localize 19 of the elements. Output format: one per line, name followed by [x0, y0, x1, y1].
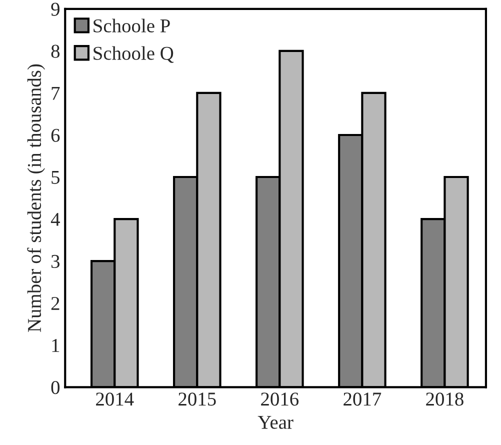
y-tick-label: 5: [52, 171, 60, 184]
y-tick-label: 8: [51, 44, 60, 58]
legend-label: Schoole Q: [94, 46, 174, 63]
y-tick-label: 7: [52, 86, 60, 100]
y-tick-label: 0: [51, 380, 60, 394]
x-tick-label: 2015: [178, 392, 216, 406]
y-tick-label: 4: [50, 212, 60, 226]
x-tick-label: 2017: [344, 392, 382, 406]
x-axis-title: Year: [258, 416, 294, 429]
x-tick-label: 2014: [96, 392, 134, 406]
legend-label: Schoole P: [94, 18, 170, 32]
x-tick-label: 2016: [261, 392, 299, 406]
y-tick-label: 6: [51, 128, 60, 142]
y-tick-label: 9: [51, 2, 60, 16]
y-tick-label: 3: [51, 254, 60, 268]
y-axis-title: Number of students (in thousands): [27, 64, 45, 332]
y-tick-label: 2: [51, 296, 60, 310]
x-tick-label: 2018: [426, 392, 464, 406]
y-tick-label: 1: [52, 339, 60, 352]
